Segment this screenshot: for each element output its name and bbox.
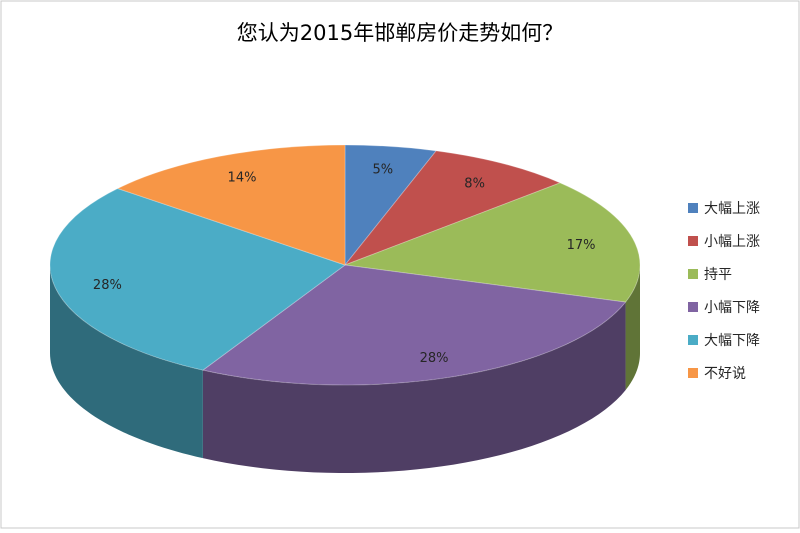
slice-side (625, 265, 640, 391)
legend-label: 大幅下降 (704, 333, 760, 349)
legend-swatch (688, 236, 698, 246)
legend-swatch (688, 302, 698, 312)
data-label: 28% (93, 278, 122, 293)
data-label: 28% (420, 351, 449, 366)
legend-swatch (688, 368, 698, 378)
slice (49, 187, 347, 371)
legend-swatch (688, 269, 698, 279)
data-label: 8% (464, 176, 485, 191)
legend-label: 小幅上涨 (704, 234, 760, 250)
data-label: 14% (228, 170, 257, 185)
legend-label: 大幅上涨 (704, 201, 760, 217)
slice-side (50, 265, 203, 459)
legend-label: 持平 (704, 267, 732, 283)
legend-label: 不好说 (704, 366, 746, 382)
legend-swatch (688, 335, 698, 345)
chart-title: 您认为2015年邯郸房价走势如何？ (237, 21, 563, 45)
legend-swatch (688, 203, 698, 213)
slice-side (202, 302, 626, 473)
slice (116, 144, 346, 266)
legend-label: 小幅下降 (704, 300, 760, 316)
slice (343, 150, 562, 267)
slice (201, 264, 627, 386)
slice (344, 144, 438, 267)
data-label: 17% (567, 238, 596, 253)
slice (344, 182, 641, 303)
data-label: 5% (373, 162, 394, 177)
